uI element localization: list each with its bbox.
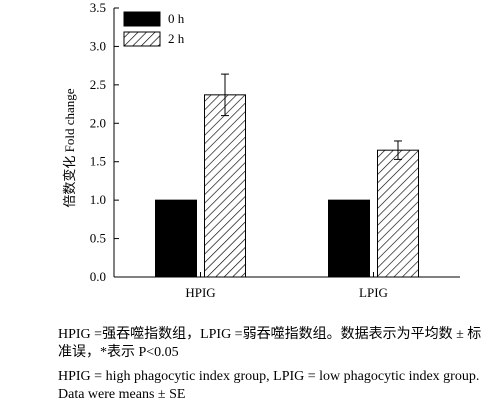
bar-0h-hpig	[155, 199, 197, 278]
caption-en-line-1: HPIG = high phagocytic index group, LPIG…	[58, 369, 480, 384]
bar-2h-lpig	[377, 149, 419, 278]
y-tick-label: 1.5	[90, 154, 106, 169]
caption-cn-line-1: HPIG =强吞噬指数组，LPIG =弱吞噬指数组。数据表示为平均数 ± 标	[58, 327, 482, 342]
legend: 0 h2 h	[123, 11, 185, 47]
y-axis-label: 倍数变化 Fold change	[62, 88, 77, 207]
y-tick-label: 2.0	[90, 115, 106, 130]
caption-chinese: HPIG =强吞噬指数组，LPIG =弱吞噬指数组。数据表示为平均数 ± 标 准…	[58, 326, 498, 362]
caption-en-line-2: Data were means ± SE	[58, 387, 186, 402]
y-tick-label: 1.0	[90, 192, 106, 207]
y-tick-label: 0.0	[90, 269, 106, 284]
legend-swatch-0h	[123, 11, 161, 27]
x-tick-label: LPIG	[359, 285, 388, 300]
bars	[155, 73, 419, 278]
bar-0h-lpig	[328, 199, 370, 278]
caption-cn-line-2: 准误，*表示 P<0.05	[58, 345, 179, 360]
y-tick-label: 0.5	[90, 231, 106, 246]
y-tick-label: 3.0	[90, 38, 106, 53]
x-tick-label: HPIG	[185, 285, 215, 300]
y-tick-label: 2.5	[90, 77, 106, 92]
legend-label: 2 h	[168, 31, 185, 46]
legend-label: 0 h	[168, 11, 185, 26]
legend-swatch-2h	[123, 31, 161, 47]
y-tick-label: 3.5	[90, 0, 106, 15]
bar-2h-hpig	[204, 94, 246, 278]
caption-english: HPIG = high phagocytic index group, LPIG…	[58, 368, 498, 404]
